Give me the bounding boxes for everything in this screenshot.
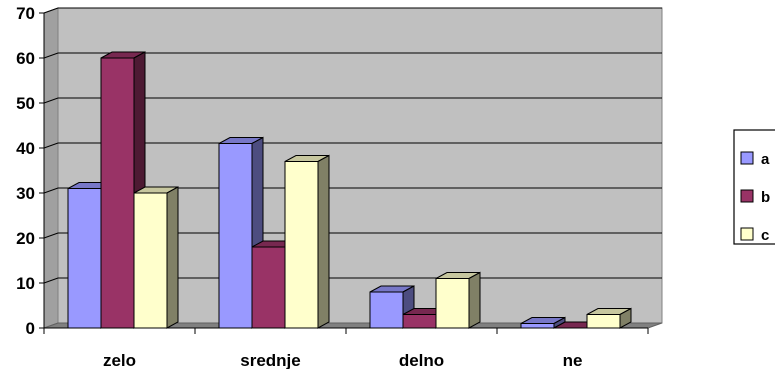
y-axis-ticks: 0 10 20 30 40 50 60 70 xyxy=(16,4,44,338)
gridline xyxy=(43,232,662,239)
legend-label: b xyxy=(761,189,770,206)
bar-front xyxy=(402,314,437,329)
y-tick-label: 20 xyxy=(16,229,35,248)
bar-front xyxy=(520,323,555,329)
bar-front xyxy=(67,188,102,329)
bar-front xyxy=(218,143,253,329)
bar-front xyxy=(133,192,168,329)
bar-side xyxy=(468,271,481,329)
gridline xyxy=(43,187,662,194)
x-tick-label: zelo xyxy=(103,351,136,369)
bar-c-delno xyxy=(435,271,481,329)
legend-box xyxy=(733,129,775,245)
gridline xyxy=(43,7,662,14)
bar-a-ne xyxy=(520,316,566,329)
gridline xyxy=(43,97,662,104)
bars xyxy=(67,51,632,329)
x-axis-labels: zelo srednje delno ne xyxy=(103,351,582,369)
x-tick-label: ne xyxy=(563,351,583,369)
y-tick-label: 50 xyxy=(16,94,35,113)
bar-side xyxy=(317,154,330,329)
x-tick-label: delno xyxy=(399,351,444,369)
gridline xyxy=(43,52,662,59)
bar-front xyxy=(586,314,621,329)
legend-item-b: b xyxy=(740,189,770,206)
y-tick-label: 40 xyxy=(16,139,35,158)
bar-c-zelo xyxy=(133,186,179,329)
y-tick-label: 70 xyxy=(16,4,35,23)
y-tick-label: 60 xyxy=(16,49,35,68)
legend-swatch xyxy=(740,151,754,165)
legend-item-a: a xyxy=(740,151,770,168)
y-tick-label: 30 xyxy=(16,184,35,203)
legend: a b c xyxy=(733,129,775,245)
bar-c-srednje xyxy=(284,154,330,329)
x-tick-label: srednje xyxy=(240,351,300,369)
bar-front xyxy=(369,291,404,329)
legend-swatch xyxy=(740,189,754,203)
bar-front xyxy=(284,161,319,329)
y-tick-label: 10 xyxy=(16,274,35,293)
bar-front xyxy=(435,278,470,329)
legend-label: a xyxy=(761,151,770,168)
gridlines xyxy=(43,7,662,284)
legend-label: c xyxy=(761,227,769,244)
bar-front xyxy=(251,246,286,329)
bar-side xyxy=(166,186,179,329)
legend-swatch xyxy=(740,227,754,241)
legend-item-c: c xyxy=(740,227,769,244)
gridline xyxy=(43,142,662,149)
bar-c-ne xyxy=(586,307,632,329)
bar-front xyxy=(100,57,135,329)
y-tick-label: 0 xyxy=(26,319,35,338)
